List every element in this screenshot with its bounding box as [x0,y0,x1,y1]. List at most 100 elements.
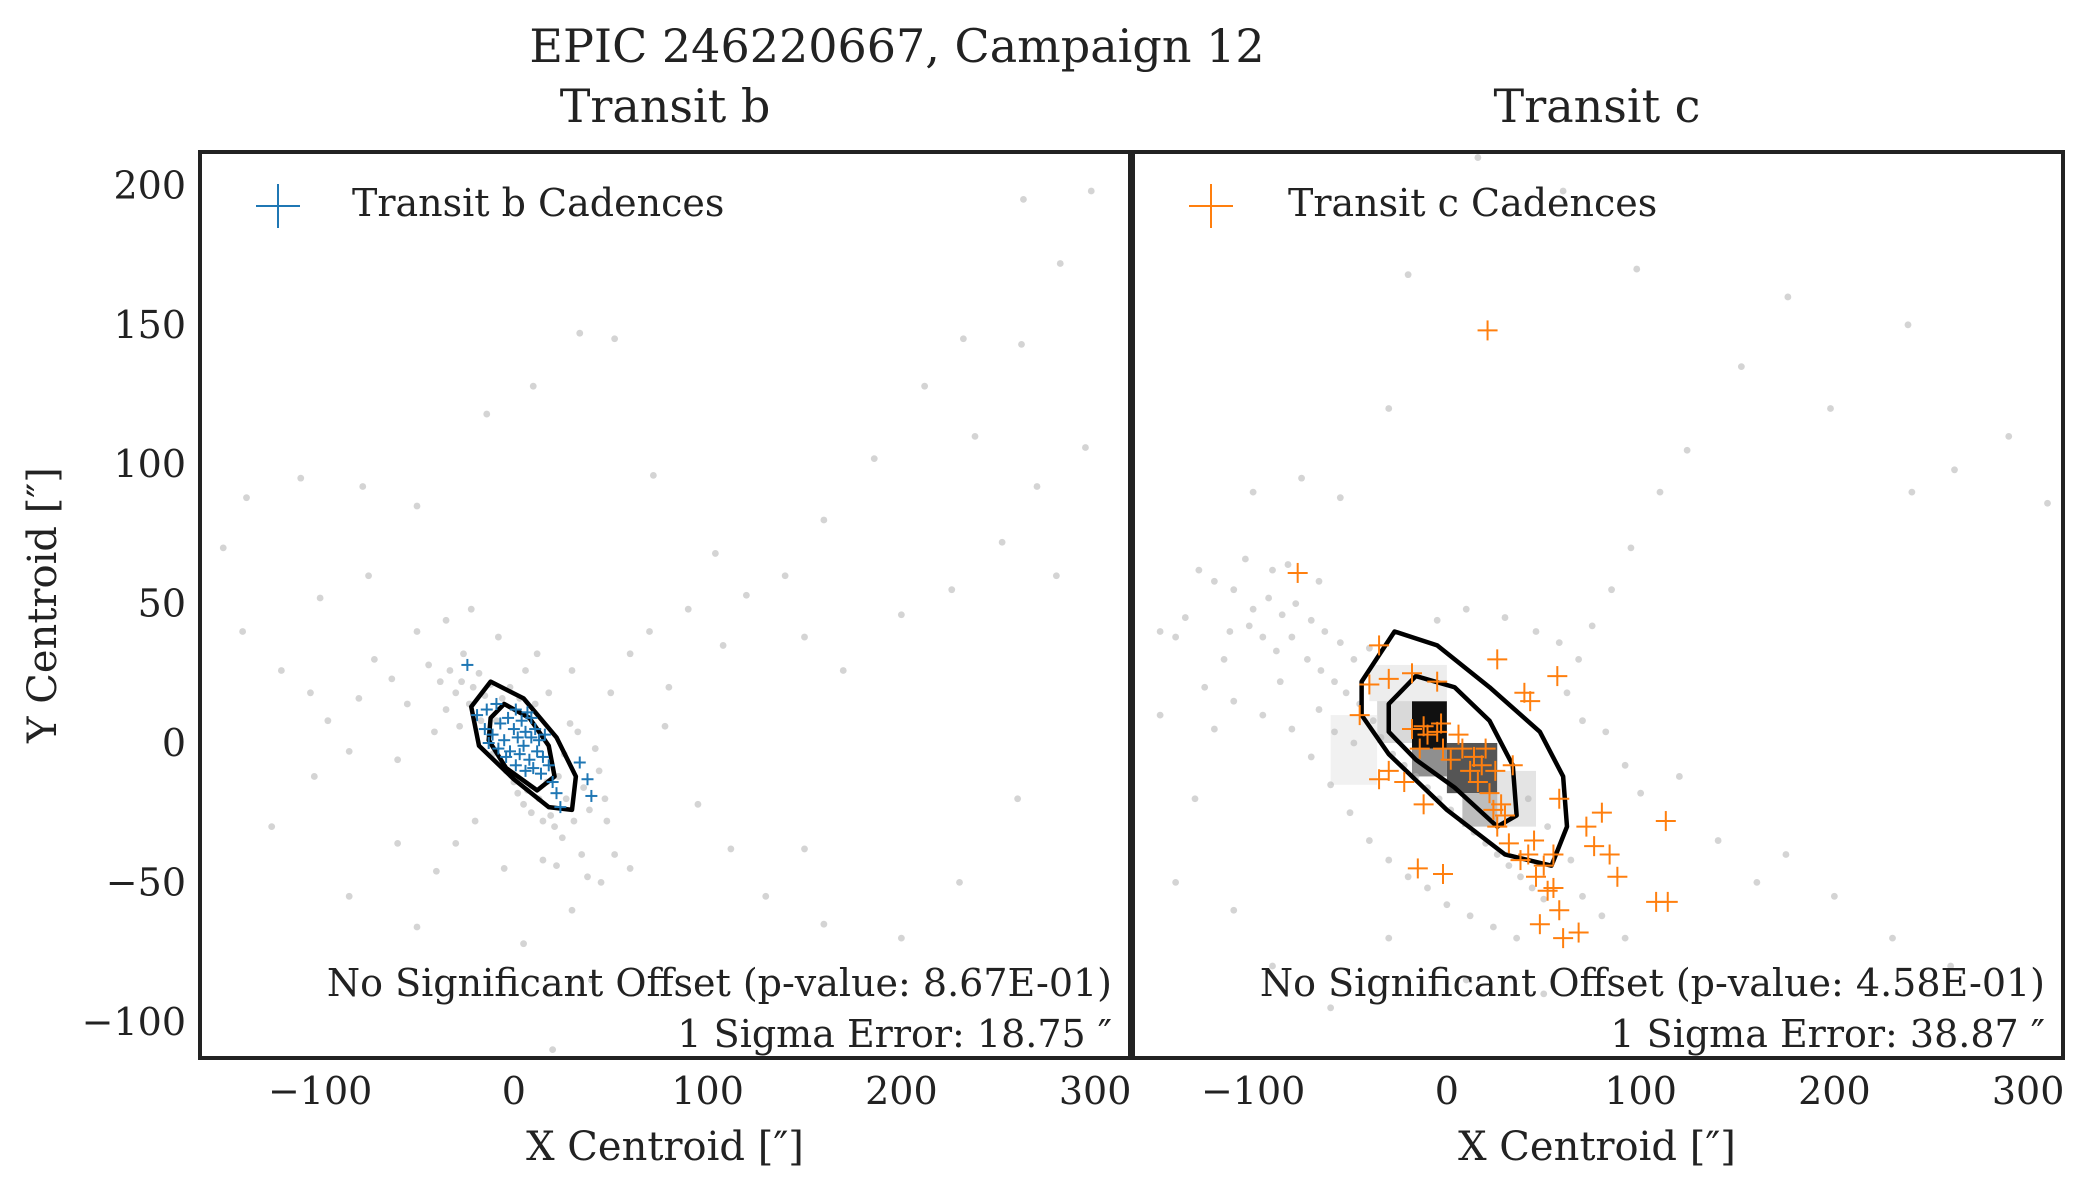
transit-point [513,748,526,761]
transit-point [471,709,484,722]
background-point [611,851,619,858]
x-ticks-transit-b: −100 0 100 200 300 [268,1069,1131,1113]
background-point [1327,1004,1335,1012]
transit-point [1591,802,1612,823]
background-point [1269,566,1276,574]
background-point [1181,614,1189,621]
background-point [1544,823,1552,831]
transit-point [1460,760,1481,781]
background-point [1608,586,1615,594]
background-point [1579,717,1586,725]
legend-transit-c: Transit c Cadences [1189,181,1657,228]
background-point [1082,444,1089,451]
x-tick-label: 300 [1992,1069,2065,1113]
transit-point [1479,783,1500,804]
transit-point [538,728,551,741]
background-point [870,455,878,463]
transit-point [1407,858,1428,879]
background-point [442,616,450,624]
background-point [483,410,491,418]
background-point [568,667,576,674]
background-point [1303,655,1311,663]
transit-point [1433,738,1453,759]
background-point [595,767,603,775]
background-point [297,474,305,482]
background-point [711,550,719,557]
transit-point [529,723,542,736]
background-point [742,591,750,599]
x-tick-label: 200 [1798,1069,1871,1113]
transit-point [515,714,528,727]
transit-point [1547,666,1568,687]
transit-point [500,750,513,763]
background-point [568,906,576,914]
background-point [1575,655,1583,663]
background-point [316,594,324,602]
background-point [549,1046,557,1054]
background-point [498,694,506,702]
background-point [425,661,433,669]
background-point [998,538,1006,546]
background-point [1559,187,1567,195]
background-point [456,722,464,730]
background-point [1307,616,1315,624]
background-point [897,934,905,942]
background-point [897,611,905,619]
transit-point [535,767,547,780]
transit-point [1584,836,1605,857]
background-point [403,700,411,708]
background-point [1156,711,1164,719]
background-point [1501,614,1509,621]
background-point [1385,405,1393,412]
legend-transit-b: Transit b Cadences [256,181,724,228]
background-point [1220,655,1228,663]
background-point [452,839,460,847]
background-point [801,845,808,853]
background-point [1369,717,1377,725]
background-point [1249,605,1257,613]
background-point [1598,912,1606,920]
background-point [324,717,332,725]
background-point [500,865,508,872]
transit-point [1543,877,1564,898]
background-point [1018,340,1025,348]
background-point [626,865,634,872]
transit-point [1413,794,1434,815]
background-point [1602,728,1610,736]
transit-point [519,764,532,777]
background-point [1904,321,1912,329]
background-point [1172,878,1180,886]
background-point [1191,795,1199,803]
background-point [570,817,578,825]
transit-point [490,697,503,710]
transit-point [1431,713,1452,734]
transit-point [1526,866,1546,887]
axes-frame-transit-c [1131,150,2065,1060]
transit-point [1483,799,1504,820]
background-point [469,683,477,691]
background-point [1513,934,1521,942]
background-point [591,745,599,752]
transit-point [1409,738,1430,759]
background-point [1307,753,1315,761]
transit-point [523,753,536,766]
background-point [1424,884,1431,892]
background-point [1033,483,1041,490]
transit-point [1464,746,1484,767]
y-tick-label: −50 [106,860,186,904]
transit-point [1485,760,1506,781]
background-point [345,747,353,755]
background-point [1637,789,1645,797]
transit-point [498,734,511,747]
transit-point [527,762,540,775]
transit-point [533,734,546,747]
transit-point [1448,724,1469,745]
transit-point [1524,830,1545,851]
background-point [1532,628,1540,635]
background-point [684,605,692,613]
background-point [1298,474,1305,482]
background-point [545,689,553,697]
background-point [239,628,247,635]
background-point [558,834,566,842]
background-point [1245,622,1253,630]
